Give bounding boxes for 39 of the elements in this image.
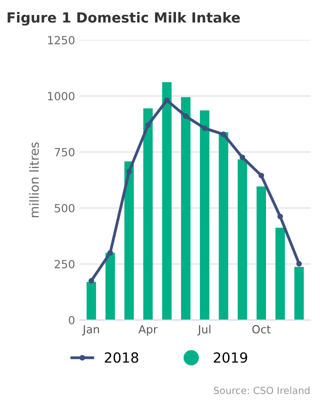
point [202,125,208,132]
x-tick-label: Jul [197,324,210,336]
point [145,122,151,128]
x-tick-label: Oct [252,325,271,334]
point [277,214,283,220]
bar [218,132,228,320]
point [126,168,132,174]
bar [124,161,134,320]
point [182,113,189,119]
bar [200,110,210,320]
bar [275,228,285,320]
point [240,154,246,160]
point [107,250,113,256]
bar [143,108,153,320]
y-tick-label: 500 [54,204,74,212]
point [88,278,94,284]
y-tick-label: 1250 [48,36,74,44]
bar [105,252,115,320]
bar [238,159,248,320]
point [258,172,264,178]
y-tick-label: 750 [54,148,74,156]
legend-label: 2019 [214,352,248,363]
point [164,97,170,104]
x-tick-label: Jan [82,325,99,336]
point [296,261,302,267]
point [220,132,226,138]
y-tick-label: 0 [68,316,74,324]
bar [181,97,190,320]
source-note: Source: CSO Ireland [214,386,310,394]
bar [162,82,172,320]
legend-label: 2018 [104,352,138,363]
y-tick-label: 250 [54,260,74,268]
bar [294,266,304,320]
chart-title: Figure 1 Domestic Milk Intake [8,12,240,26]
y-axis-title: million litres [29,142,39,218]
y-tick-label: 1000 [48,92,74,100]
bar [86,282,96,320]
x-tick-label: Apr [138,325,158,336]
bar [256,186,266,320]
